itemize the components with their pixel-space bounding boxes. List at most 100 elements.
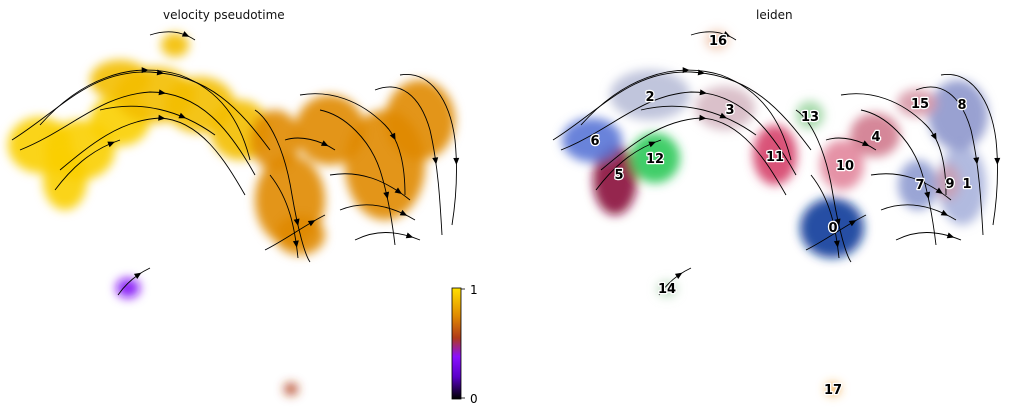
cluster-17-blob-0 <box>826 383 840 395</box>
leiden-scatter <box>562 30 988 395</box>
pseudotime-region-2-blob-4 <box>385 80 455 160</box>
pseudotime-region-1-blob-3 <box>161 33 189 57</box>
cluster-label-3: 3 <box>725 103 734 118</box>
leiden-streamline-9 <box>860 109 937 246</box>
pseudotime-arrowhead-5 <box>178 112 187 119</box>
cluster-8-blob-0 <box>928 80 988 150</box>
pseudotime-arrowhead-4 <box>107 141 115 148</box>
pseudotime-streamline-11 <box>399 74 457 226</box>
cluster-12-blob-0 <box>630 133 680 183</box>
pseudotime-region-1-blob-4 <box>90 60 150 100</box>
colorbar-min-label: 0 <box>470 392 478 406</box>
leiden-arrowhead-6 <box>834 218 841 226</box>
leiden-streamline-11 <box>940 74 998 226</box>
pseudotime-arrowhead-14 <box>405 232 414 239</box>
leiden-arrowhead-13 <box>940 209 949 216</box>
cluster-2-blob-0 <box>610 70 690 120</box>
cluster-15-blob-0 <box>897 89 937 117</box>
pseudotime-region-3-blob-0 <box>116 278 140 298</box>
leiden-arrowhead-2 <box>682 67 690 74</box>
leiden-arrowhead-12 <box>935 187 944 194</box>
leiden-streamline-18 <box>825 137 877 151</box>
leiden-arrowhead-14 <box>946 232 955 239</box>
colorbar-max-label: 1 <box>470 283 478 297</box>
leiden-arrowhead-18 <box>861 140 870 147</box>
cluster-13-blob-0 <box>796 101 824 129</box>
pseudotime-streamline-6 <box>254 109 311 263</box>
pseudotime-streamline-10 <box>374 86 443 236</box>
pseudotime-arrowhead-6 <box>293 218 300 226</box>
colorbar-gradient <box>451 287 462 400</box>
pseudotime-streamline-12 <box>329 173 411 201</box>
cluster-11-blob-0 <box>753 125 797 185</box>
pseudotime-streamline-9 <box>319 109 396 246</box>
cluster-9-blob-0 <box>936 164 960 200</box>
pseudotime-arrowhead-13 <box>399 209 408 216</box>
colorbar: 1 0 <box>451 283 478 406</box>
leiden-arrowhead-9 <box>924 191 931 200</box>
pseudotime-arrowhead-3 <box>158 114 166 121</box>
cluster-label-10: 10 <box>836 159 854 174</box>
pseudotime-arrowhead-7 <box>292 240 299 248</box>
pseudotime-arrowhead-1 <box>158 89 166 96</box>
pseudotime-streamline-7 <box>269 174 299 259</box>
cluster-6-blob-0 <box>562 118 622 162</box>
pseudotime-streamline-15 <box>264 214 326 251</box>
cluster-label-13: 13 <box>801 110 819 125</box>
leiden-streamline-8 <box>840 93 947 196</box>
leiden-arrowhead-4 <box>648 141 656 148</box>
pseudotime-arrowhead-17 <box>133 272 142 279</box>
leiden-arrowhead-7 <box>833 240 840 248</box>
leiden-arrowhead-3 <box>699 114 707 121</box>
pseudotime-region-4-blob-0 <box>284 383 298 395</box>
cluster-label-16: 16 <box>709 34 727 49</box>
pseudotime-streamline-1 <box>19 91 256 176</box>
cluster-label-1: 1 <box>962 177 971 192</box>
pseudotime-streamline-2 <box>39 69 251 161</box>
cluster-4-blob-0 <box>850 113 900 157</box>
pseudotime-arrowhead-11 <box>453 157 460 165</box>
leiden-streamline-10 <box>915 86 984 236</box>
cluster-label-0: 0 <box>828 221 837 236</box>
pseudotime-arrowhead-10 <box>432 157 439 165</box>
pseudotime-arrowhead-18 <box>320 140 329 147</box>
leiden-streamlines <box>552 31 1001 296</box>
pseudotime-arrowhead-2 <box>141 67 149 74</box>
cluster-0-blob-0 <box>800 198 864 258</box>
cluster-label-4: 4 <box>871 130 880 145</box>
leiden-streamline-12 <box>870 173 952 201</box>
cluster-label-7: 7 <box>915 178 924 193</box>
pseudotime-streamline-16 <box>149 31 196 41</box>
pseudotime-region-2-blob-1 <box>250 110 300 170</box>
left-panel-title: velocity pseudotime <box>163 8 285 22</box>
leiden-streamline-16 <box>690 31 737 41</box>
leiden-streamline-15 <box>805 214 867 251</box>
cluster-label-2: 2 <box>645 90 654 105</box>
leiden-arrowhead-11 <box>994 157 1001 165</box>
cluster-label-5: 5 <box>614 168 623 183</box>
leiden-arrowhead-17 <box>674 272 683 279</box>
cluster-5-blob-0 <box>593 145 637 215</box>
cluster-10-blob-0 <box>820 140 864 190</box>
pseudotime-arrowhead-12 <box>394 187 403 194</box>
pseudotime-arrowhead-15 <box>307 220 316 227</box>
leiden-streamline-17 <box>658 267 692 296</box>
leiden-arrowhead-1 <box>699 89 707 96</box>
pseudotime-streamline-8 <box>299 93 406 196</box>
cluster-16-blob-0 <box>705 30 729 50</box>
pseudotime-streamlines <box>11 31 460 296</box>
pseudotime-streamline-18 <box>284 137 336 151</box>
leiden-streamline-7 <box>810 174 840 259</box>
cluster-label-8: 8 <box>957 98 966 113</box>
leiden-arrowhead-10 <box>973 157 980 165</box>
pseudotime-streamline-5 <box>99 105 216 136</box>
cluster-label-17: 17 <box>824 383 842 398</box>
leiden-arrowhead-16 <box>722 31 731 37</box>
leiden-streamline-2 <box>580 69 792 161</box>
cluster-label-6: 6 <box>590 134 599 149</box>
pseudotime-streamline-13 <box>339 204 416 221</box>
right-panel-title: leiden <box>756 8 793 22</box>
cluster-label-9: 9 <box>945 177 954 192</box>
